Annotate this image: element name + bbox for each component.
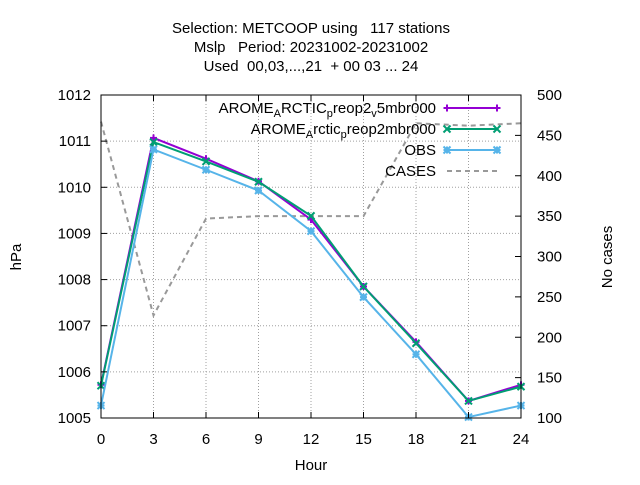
y-tick-label: 1005 <box>58 410 91 427</box>
x-tick-label: 3 <box>149 431 157 448</box>
data-point <box>306 211 316 221</box>
series-line <box>100 148 522 419</box>
data-point <box>201 157 211 166</box>
y-axis-label: hPa <box>8 243 25 270</box>
data-point <box>492 145 502 155</box>
data-point <box>443 104 451 112</box>
grid-lines <box>101 95 521 418</box>
data-point <box>442 145 452 155</box>
y-tick-label: 1008 <box>58 272 91 289</box>
x-axis-label: Hour <box>295 457 328 474</box>
data-point <box>464 396 473 406</box>
legend-label: AROMEArcticpreop2mbr000 <box>251 121 436 141</box>
series-layer <box>96 121 526 422</box>
title-line: Mslp Period: 20231002-20231002 <box>194 39 428 56</box>
y2-tick-label: 100 <box>537 410 562 427</box>
y2-tick-label: 450 <box>537 127 562 144</box>
data-point <box>306 226 316 236</box>
x-tick-label: 15 <box>355 431 372 448</box>
y-tick-label: 1009 <box>58 225 91 242</box>
y2-tick-label: 200 <box>537 329 562 346</box>
data-point <box>254 186 263 195</box>
data-point <box>150 134 157 142</box>
y-tick-label: 1011 <box>59 133 91 150</box>
data-point <box>359 282 368 291</box>
y2-axis-label: No cases <box>599 226 616 289</box>
legend: AROMEARCTICpreop2v5mbr000AROMEArcticpreo… <box>219 100 502 180</box>
data-point <box>492 124 502 134</box>
chart-title: Selection: METCOOP using 117 stations Msl… <box>172 20 450 75</box>
data-point <box>493 104 501 112</box>
y-tick-label: 1012 <box>58 87 91 104</box>
legend-label: AROMEARCTICpreop2v5mbr000 <box>219 100 436 120</box>
axis-ticks: 0 3 6 9 12 15 18 21 24 1005 1006 1007 1008 1009 1010 10… <box>58 87 562 448</box>
y-tick-label: 1007 <box>58 318 91 335</box>
y2-tick-label: 150 <box>537 370 562 387</box>
data-point <box>254 177 263 186</box>
legend-label: CASES <box>385 163 436 180</box>
y2-tick-label: 350 <box>537 208 562 225</box>
data-point <box>442 124 452 134</box>
data-point <box>201 165 211 174</box>
y2-tick-label: 250 <box>537 289 562 306</box>
data-point <box>149 137 158 147</box>
x-tick-label: 18 <box>408 431 425 448</box>
x-tick-label: 12 <box>303 431 320 448</box>
x-tick-label: 21 <box>460 431 477 448</box>
y-tick-label: 1006 <box>58 364 91 381</box>
x-tick-label: 24 <box>513 431 530 448</box>
y-tick-label: 1010 <box>58 179 91 196</box>
x-tick-label: 6 <box>202 431 210 448</box>
title-line: Used 00,03,...,21 + 00 03 ... 24 <box>204 58 419 75</box>
x-tick-label: 0 <box>97 431 105 448</box>
data-point <box>411 339 421 348</box>
series-arome-arctic-preop2mbr000 <box>96 137 526 406</box>
y2-tick-label: 500 <box>537 87 562 104</box>
data-point <box>149 145 158 154</box>
y2-tick-label: 300 <box>537 249 562 266</box>
x-tick-label: 9 <box>254 431 262 448</box>
y2-tick-label: 400 <box>537 168 562 185</box>
legend-label: OBS <box>404 142 436 159</box>
title-line: Selection: METCOOP using 117 stations <box>172 20 450 37</box>
data-point <box>411 350 421 359</box>
data-point <box>359 292 368 302</box>
